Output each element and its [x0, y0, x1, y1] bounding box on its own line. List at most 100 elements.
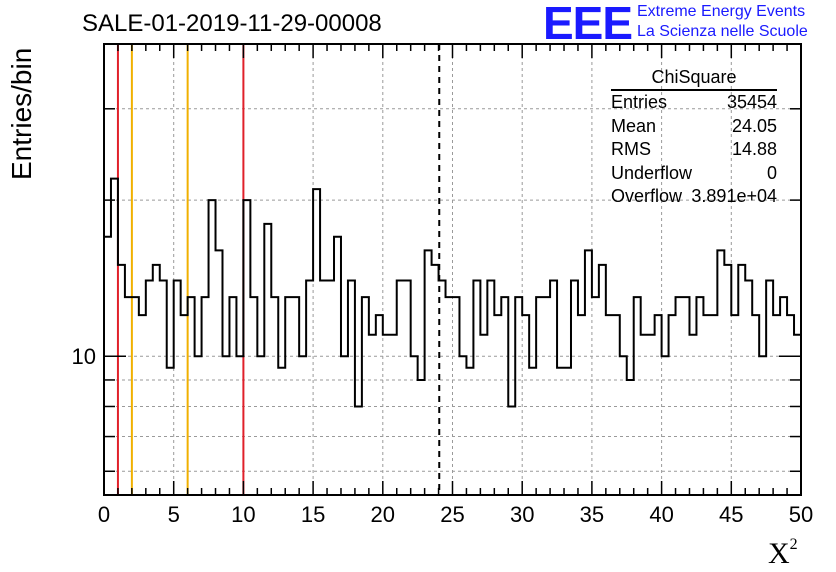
x-axis-label-superscript: 2 [789, 536, 798, 553]
histogram-bin [418, 380, 425, 495]
histogram-bin [292, 297, 299, 495]
histogram-bin [299, 356, 306, 495]
chart-title: SALE-01-2019-11-29-00008 [82, 10, 382, 37]
histogram-bin [369, 335, 376, 495]
histogram-bin [104, 237, 111, 495]
histogram-bin [662, 356, 669, 495]
x-tick-label: 25 [440, 502, 464, 527]
stats-row-rms: RMS 14.88 [611, 138, 777, 162]
histogram-bin [564, 368, 571, 495]
histogram-bin [655, 315, 662, 495]
histogram-bin [606, 315, 613, 495]
stats-title: ChiSquare [611, 66, 777, 91]
stats-row-overflow: Overflow 3.891e+04 [611, 185, 777, 209]
histogram-bin [404, 280, 411, 495]
x-tick-label: 15 [301, 502, 325, 527]
histogram-bin [271, 297, 278, 495]
histogram-bin [703, 315, 710, 495]
histogram-bin [494, 315, 501, 495]
histogram-bin [634, 297, 641, 495]
histogram-line [103, 177, 802, 495]
histogram-bin [216, 250, 223, 495]
histogram-bin [257, 356, 264, 495]
stats-row-mean: Mean 24.05 [611, 115, 777, 139]
stats-label: Underflow [611, 162, 693, 183]
stats-value: 24.05 [731, 115, 777, 136]
histogram-bin [453, 297, 460, 495]
histogram-bin [487, 280, 494, 495]
histogram-bin [132, 297, 139, 495]
stats-box: ChiSquare Entries 35454 Mean 24.05 RMS 14.8… [611, 66, 777, 209]
x-axis-label: X2 [768, 536, 798, 571]
histogram-bin [613, 315, 620, 495]
histogram-bin [390, 335, 397, 495]
histogram-bin [459, 356, 466, 495]
histogram-bin [627, 380, 634, 495]
histogram-bin [313, 189, 320, 495]
x-tick-label: 40 [649, 502, 673, 527]
histogram-bin [125, 297, 132, 495]
histogram-bin [557, 368, 564, 495]
histogram-bin [250, 297, 257, 495]
histogram-bin [425, 250, 432, 495]
histogram-bin [745, 280, 752, 495]
histogram-bin [759, 356, 766, 495]
histogram-bin [111, 179, 118, 495]
histogram-bin [229, 297, 236, 495]
x-tick-label: 20 [371, 502, 395, 527]
histogram-bin [174, 280, 181, 495]
x-tick-label: 45 [719, 502, 743, 527]
histogram-bin [689, 335, 696, 495]
histogram-bin [432, 265, 439, 495]
x-tick-label: 30 [510, 502, 534, 527]
histogram-bin [446, 297, 453, 495]
x-tick-label: 5 [168, 502, 180, 527]
stats-value: 14.88 [731, 139, 777, 159]
stats-label: Mean [611, 115, 657, 136]
histogram-bin [397, 280, 404, 495]
histogram-bin [766, 280, 773, 495]
histogram-bin [439, 280, 446, 495]
histogram-bin [599, 265, 606, 495]
histogram-bin [501, 297, 508, 495]
histogram-bin [731, 315, 738, 495]
histogram-bin [710, 315, 717, 495]
x-tick-label: 0 [98, 502, 110, 527]
histogram-bin [362, 297, 369, 495]
logo-caption: Extreme Energy Events La Scienza nelle S… [637, 2, 808, 42]
stats-value: 35454 [726, 92, 777, 112]
eee-logo: EEE [543, 0, 633, 49]
histogram-bin [285, 297, 292, 495]
histogram-bin [306, 280, 313, 495]
histogram-bin [536, 297, 543, 495]
stats-row-entries: Entries 35454 [611, 91, 777, 115]
histogram-bin [752, 315, 759, 495]
stats-value: 0 [766, 162, 777, 183]
stats-value: 3.891e+04 [691, 186, 777, 206]
histogram-bin [683, 297, 690, 495]
histogram-bin [571, 280, 578, 495]
plot-area [104, 44, 801, 495]
histogram-bin [195, 356, 202, 495]
x-axis-label-symbol: X [768, 537, 790, 570]
histogram-bin [411, 356, 418, 495]
histogram-bin [578, 315, 585, 495]
x-tick-label: 10 [231, 502, 255, 527]
histogram-bin [139, 315, 146, 495]
histogram-bin [529, 368, 536, 495]
histogram-bin [522, 315, 529, 495]
histogram-bin [383, 335, 390, 495]
histogram-bin [738, 265, 745, 495]
stats-label: Entries [611, 92, 668, 112]
histogram-bin [696, 297, 703, 495]
histogram-bin [118, 265, 125, 495]
histogram-bin [146, 280, 153, 495]
histogram-bin [466, 368, 473, 495]
histogram-bin [348, 280, 355, 495]
histogram-bin [355, 406, 362, 495]
x-tick-label: 35 [580, 502, 604, 527]
histogram-bin [160, 280, 167, 495]
histogram-bin [585, 250, 592, 495]
histogram-bin [153, 265, 160, 495]
histogram-bin [550, 280, 557, 495]
